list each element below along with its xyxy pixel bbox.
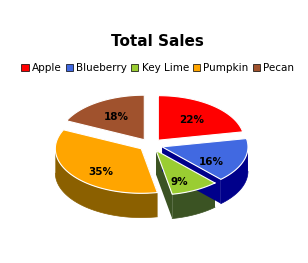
Text: 18%: 18% xyxy=(104,112,129,122)
Polygon shape xyxy=(156,150,215,207)
Polygon shape xyxy=(162,147,221,204)
Polygon shape xyxy=(221,147,248,204)
Polygon shape xyxy=(55,149,157,218)
Polygon shape xyxy=(156,150,172,219)
Polygon shape xyxy=(67,95,144,140)
Polygon shape xyxy=(141,149,157,217)
Text: 16%: 16% xyxy=(199,158,224,168)
Polygon shape xyxy=(172,183,215,219)
Legend: Apple, Blueberry, Key Lime, Pumpkin, Pecan: Apple, Blueberry, Key Lime, Pumpkin, Pec… xyxy=(17,59,298,77)
Polygon shape xyxy=(55,130,157,193)
Polygon shape xyxy=(156,150,215,194)
Text: Total Sales: Total Sales xyxy=(111,34,204,49)
Polygon shape xyxy=(162,139,248,179)
Text: 35%: 35% xyxy=(88,168,113,178)
Polygon shape xyxy=(158,96,243,140)
Text: 22%: 22% xyxy=(179,115,204,125)
Text: 9%: 9% xyxy=(171,176,188,186)
